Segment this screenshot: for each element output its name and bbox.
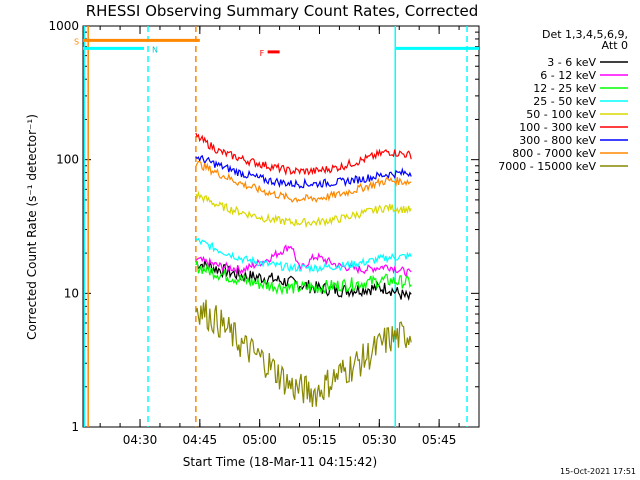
series-line (195, 190, 412, 229)
series-lines (195, 132, 412, 408)
legend-entry-label: 300 - 800 keV (519, 134, 596, 147)
legend-entry-label: 12 - 25 keV (533, 82, 596, 95)
timestamp: 15-Oct-2021 17:51 (560, 467, 636, 476)
night-label: N (152, 45, 158, 54)
plot-axes: 1 10 100 1000 04:30 04:45 05:00 05:15 05:30 05:45 (48, 19, 480, 447)
series-line (195, 160, 412, 204)
series-line (195, 154, 412, 189)
legend-header: Att 0 (602, 39, 628, 52)
plot-frame (82, 25, 480, 428)
vertical-markers (83, 26, 468, 427)
legend-entry-label: 100 - 300 keV (519, 121, 596, 134)
legend-entry-label: 25 - 50 keV (533, 95, 596, 108)
series-line (195, 260, 412, 296)
flare-label: F (260, 49, 265, 58)
x-tick-label: 05:30 (362, 433, 397, 447)
overlay-lines (83, 38, 479, 54)
annotations: S N F (74, 37, 265, 57)
series-line (195, 299, 412, 408)
y-tick-label: 1000 (48, 19, 79, 33)
series-line (195, 237, 412, 274)
y-tick-label: 100 (56, 153, 79, 167)
legend-header: Det 1,3,4,5,6,9, (542, 28, 628, 41)
series-line (195, 260, 412, 302)
legend-entry-label: 800 - 7000 keV (512, 147, 596, 160)
x-tick-label: 05:45 (422, 433, 457, 447)
legend-entry-label: 50 - 100 keV (526, 108, 596, 121)
legend-entry-label: 7000 - 15000 keV (498, 160, 596, 173)
x-tick-label: 05:00 (242, 433, 277, 447)
x-tick-label: 04:30 (123, 433, 158, 447)
legend-entry-label: 3 - 6 keV (547, 56, 596, 69)
x-axis-label: Start Time (18-Mar-11 04:15:42) (183, 455, 377, 469)
y-axis-label: Corrected Count Rate (s⁻¹ detector⁻¹) (25, 114, 39, 340)
saa-label: S (74, 37, 79, 46)
y-tick-label: 10 (64, 286, 79, 300)
y-tick-label: 1 (71, 420, 79, 434)
chart-title: RHESSI Observing Summary Count Rates, Co… (86, 2, 479, 20)
series-line (195, 244, 412, 278)
legend-entry-label: 6 - 12 keV (540, 69, 596, 82)
series-line (195, 132, 412, 176)
x-tick-label: 05:15 (302, 433, 337, 447)
x-tick-label: 04:45 (183, 433, 218, 447)
